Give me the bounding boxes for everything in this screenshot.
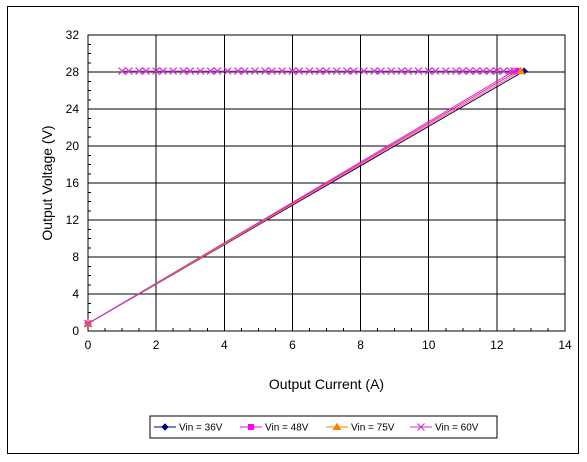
data-point	[472, 67, 481, 75]
series-line	[87, 70, 516, 325]
data-point	[141, 67, 150, 75]
data-point	[196, 67, 205, 75]
data-point	[305, 67, 314, 75]
data-point	[360, 67, 368, 75]
data-point	[84, 319, 92, 328]
data-point	[441, 67, 450, 75]
data-point	[516, 66, 526, 75]
data-point	[213, 67, 222, 75]
legend-label: Vin = 75V	[351, 423, 395, 434]
data-point	[492, 67, 501, 75]
data-point	[268, 67, 276, 75]
y-axis-title: Output Voltage (V)	[39, 125, 55, 240]
y-tick-label: 28	[66, 65, 80, 79]
x-tick-label: 4	[221, 338, 228, 352]
y-tick-label: 0	[72, 324, 79, 338]
legend-marker	[332, 422, 342, 430]
data-point	[377, 67, 385, 75]
legend-item: Vin = 36V	[154, 423, 223, 434]
legend-label: Vin = 48V	[265, 423, 309, 434]
legend-label: Vin = 36V	[179, 423, 223, 434]
data-point	[240, 67, 249, 75]
data-point	[278, 67, 287, 75]
data-point	[387, 67, 396, 75]
legend-marker	[248, 424, 254, 430]
x-tick-label: 2	[153, 338, 160, 352]
x-tick-label: 10	[422, 338, 436, 352]
data-point	[397, 67, 406, 75]
legend-marker	[161, 423, 169, 431]
data-point	[370, 67, 379, 75]
data-point	[186, 67, 195, 75]
data-point	[349, 67, 358, 75]
x-tick-label: 14	[558, 338, 572, 352]
data-point	[479, 67, 488, 75]
y-tick-label: 4	[72, 287, 79, 301]
data-point	[414, 67, 423, 75]
data-point	[159, 67, 167, 75]
data-point	[322, 67, 331, 75]
data-point	[431, 67, 440, 75]
data-point	[499, 67, 508, 75]
series-line	[87, 70, 521, 325]
legend-box	[149, 415, 498, 439]
legend-label: Vin = 60V	[435, 423, 479, 434]
data-point	[206, 67, 215, 75]
x-tick-label: 8	[357, 338, 364, 352]
data-point	[332, 67, 341, 75]
legend-marker	[417, 423, 425, 431]
legend: Vin = 36V Vin = 48V Vin = 75V Vin = 60V	[149, 415, 498, 439]
data-point	[295, 67, 304, 75]
y-tick-label: 12	[66, 213, 80, 227]
plot-border	[87, 34, 566, 332]
data-point	[152, 67, 161, 75]
legend-item: Vin = 48V	[240, 423, 309, 434]
data-point	[486, 67, 494, 75]
legend-item: Vin = 60V	[410, 423, 479, 434]
x-tick-label: 6	[289, 338, 296, 352]
data-point	[458, 67, 467, 75]
series-vin-60v	[84, 67, 518, 328]
y-tick-label: 24	[66, 102, 80, 116]
y-tick-label: 32	[66, 28, 80, 42]
data-point	[233, 67, 242, 75]
x-tick-label: 12	[490, 338, 504, 352]
data-point	[509, 67, 518, 75]
data-point	[135, 67, 144, 75]
x-axis-title: Output Current (A)	[269, 376, 384, 392]
data-point	[251, 67, 259, 75]
data-point	[179, 67, 188, 75]
y-tick-label: 8	[72, 250, 79, 264]
data-point	[343, 67, 351, 75]
data-point	[261, 67, 270, 75]
data-point	[465, 67, 474, 75]
data-point	[288, 67, 297, 75]
data-point	[424, 67, 433, 75]
data-point	[506, 67, 515, 75]
legend-item: Vin = 75V	[326, 423, 395, 434]
y-tick-label: 20	[66, 139, 80, 153]
x-tick-label: 0	[85, 338, 92, 352]
data-point	[404, 67, 413, 75]
data-point	[315, 67, 324, 75]
y-tick-label: 16	[66, 176, 80, 190]
data-point	[223, 67, 232, 75]
data-point	[169, 67, 178, 75]
data-point	[118, 67, 126, 75]
data-point	[124, 67, 133, 75]
data-point	[452, 67, 460, 75]
